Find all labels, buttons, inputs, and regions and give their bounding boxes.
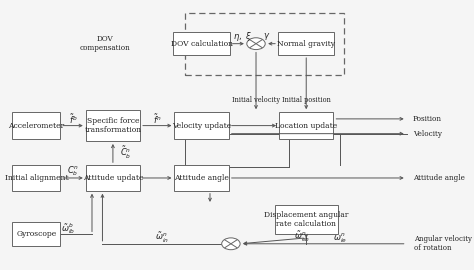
- Text: Velocity: Velocity: [413, 130, 442, 138]
- Bar: [12, 165, 60, 191]
- Text: $\tilde{\omega}_{en}^n$: $\tilde{\omega}_{en}^n$: [294, 230, 310, 244]
- Text: $\eta,\ \xi$: $\eta,\ \xi$: [233, 31, 253, 43]
- Text: $\tilde{f}^n$: $\tilde{f}^n$: [153, 112, 162, 126]
- Text: Accelerometer: Accelerometer: [8, 122, 64, 130]
- Bar: [275, 205, 337, 234]
- Text: Position: Position: [413, 115, 442, 123]
- Text: Attitude update: Attitude update: [82, 174, 143, 182]
- Text: $\omega_{ie}^n$: $\omega_{ie}^n$: [333, 231, 346, 245]
- Bar: [174, 112, 229, 139]
- Text: $\tilde{\omega}_{in}^n$: $\tilde{\omega}_{in}^n$: [155, 231, 169, 245]
- Circle shape: [222, 238, 240, 250]
- Text: DOV calculation: DOV calculation: [171, 40, 233, 48]
- Bar: [185, 13, 344, 75]
- Bar: [173, 32, 230, 55]
- Circle shape: [247, 38, 265, 50]
- Text: Location update: Location update: [275, 122, 337, 130]
- Text: $C_b^n$: $C_b^n$: [67, 164, 79, 178]
- Bar: [174, 165, 229, 191]
- Text: Initial alignment: Initial alignment: [5, 174, 68, 182]
- Text: $\tilde{\omega}_{ib}^b$: $\tilde{\omega}_{ib}^b$: [61, 221, 75, 236]
- Bar: [12, 222, 60, 247]
- Text: Normal gravity: Normal gravity: [277, 40, 335, 48]
- Text: Angular velocity
of rotation: Angular velocity of rotation: [414, 235, 472, 252]
- Text: $\gamma$: $\gamma$: [264, 32, 271, 42]
- Text: Attitude angle: Attitude angle: [413, 174, 465, 182]
- Text: $\tilde{f}^b$: $\tilde{f}^b$: [69, 112, 77, 126]
- Bar: [278, 32, 335, 55]
- Text: Attitude angle: Attitude angle: [174, 174, 229, 182]
- Text: DOV
compensation: DOV compensation: [80, 35, 131, 52]
- Text: Gyroscope: Gyroscope: [16, 230, 56, 238]
- Bar: [86, 165, 140, 191]
- Text: $\tilde{C}_b^n$: $\tilde{C}_b^n$: [120, 145, 132, 161]
- Text: Initial position: Initial position: [282, 96, 331, 104]
- Text: Specific force
transformation: Specific force transformation: [84, 117, 141, 134]
- Bar: [86, 110, 140, 141]
- Bar: [12, 112, 60, 139]
- Text: Displacement angular
rate calculation: Displacement angular rate calculation: [264, 211, 348, 228]
- Text: Initial velocity: Initial velocity: [232, 96, 280, 104]
- Text: Velocity update: Velocity update: [172, 122, 231, 130]
- Bar: [279, 112, 333, 139]
